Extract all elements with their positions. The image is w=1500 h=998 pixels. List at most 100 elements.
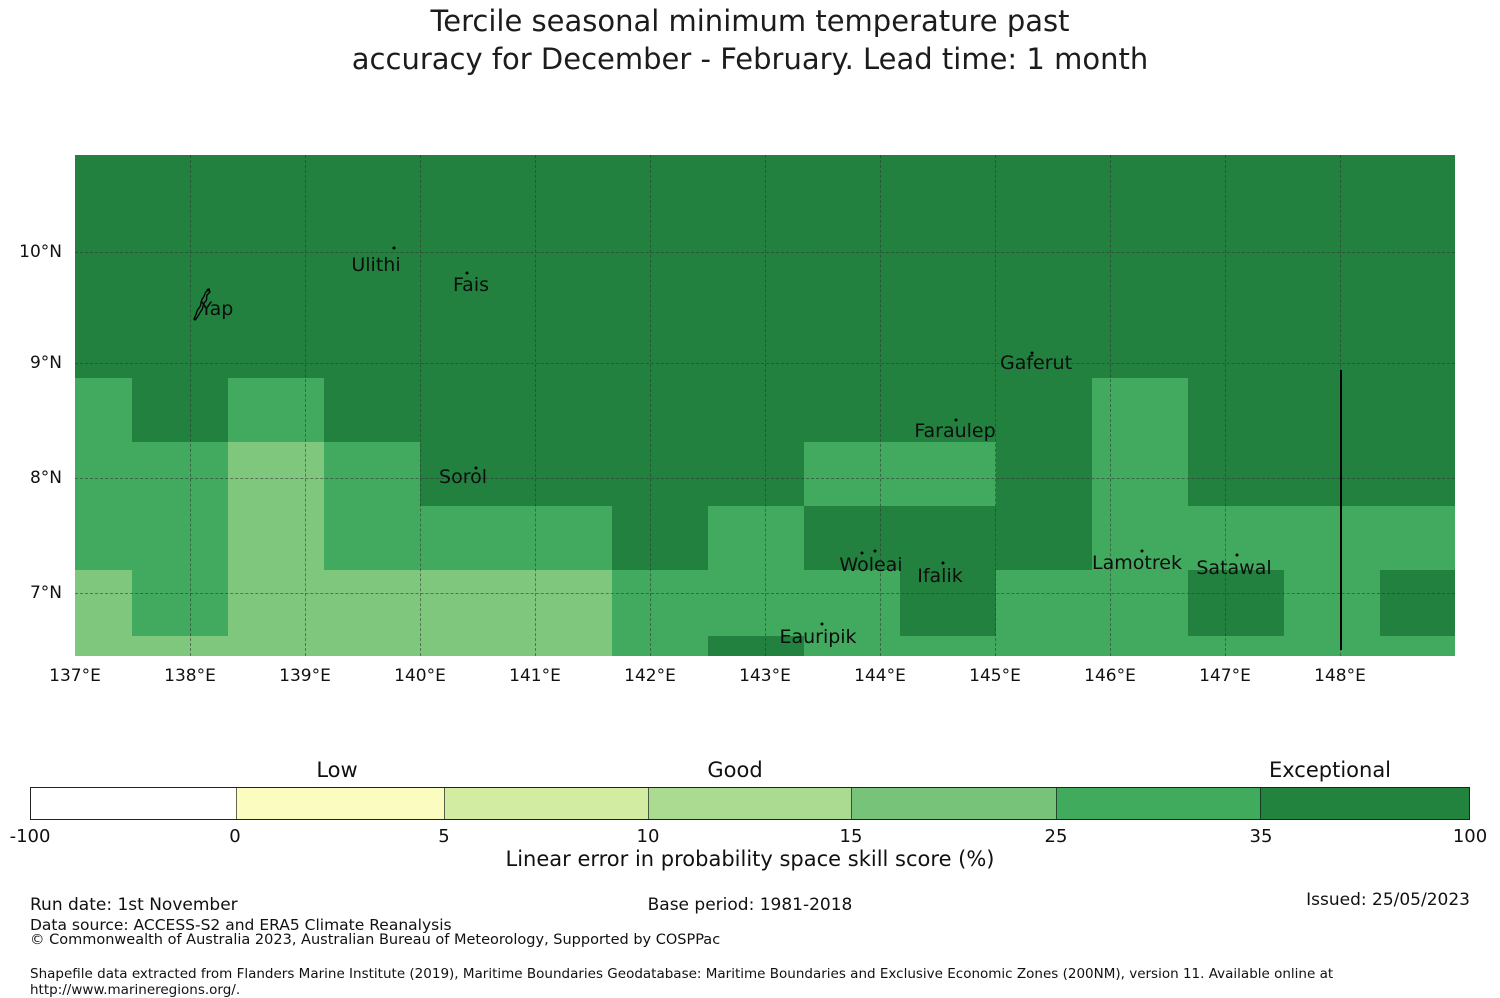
island-dot-woleai xyxy=(860,551,864,555)
map-cell xyxy=(516,378,612,442)
map-cell xyxy=(420,442,516,506)
x-tick-label: 137°E xyxy=(49,666,101,686)
colorbar-segment xyxy=(444,788,649,819)
map-cell xyxy=(420,636,516,656)
map-cell xyxy=(324,506,420,570)
island-dot-fais xyxy=(465,271,469,275)
colorbar-segment xyxy=(1055,788,1261,819)
map-cell xyxy=(324,155,420,378)
map-cell xyxy=(708,570,804,636)
island-dot-eauripik xyxy=(820,622,824,626)
x-tick-label: 141°E xyxy=(509,666,561,686)
map-cell xyxy=(420,570,516,636)
map-cell xyxy=(996,570,1092,636)
map-cell xyxy=(708,155,804,378)
map-cell xyxy=(1380,636,1455,656)
island-label-ulithi: Ulithi xyxy=(351,254,401,276)
map-cell xyxy=(1188,636,1284,656)
colorbar-tick-label: 10 xyxy=(636,826,660,847)
map-cell xyxy=(612,636,708,656)
x-axis-tick-labels: 137°E 138°E 139°E 140°E 141°E 142°E 143°E 144°E… xyxy=(0,666,1500,688)
island-dot-woleai xyxy=(873,549,877,553)
x-tick-label: 146°E xyxy=(1084,666,1136,686)
y-axis-tick-labels: 10°N 9°N 8°N 7°N xyxy=(0,0,62,990)
colorbar-segment xyxy=(235,788,445,819)
map-cell xyxy=(132,506,228,570)
island-label-fais: Fais xyxy=(452,274,490,296)
map-cell xyxy=(1188,378,1284,442)
map-cell xyxy=(708,506,804,570)
y-tick-label: 10°N xyxy=(19,242,62,262)
y-tick-label: 7°N xyxy=(29,583,62,603)
map-cell xyxy=(1188,155,1284,378)
map-cell xyxy=(516,155,612,378)
x-tick-label: 142°E xyxy=(624,666,676,686)
map-cell xyxy=(1092,506,1188,570)
chart-title: Tercile seasonal minimum temperature pas… xyxy=(0,2,1500,78)
map-cell xyxy=(804,570,900,636)
map-cell xyxy=(708,378,804,442)
colorbar-segment xyxy=(648,788,851,819)
island-label-gaferut: Gaferut xyxy=(999,352,1073,374)
map-cell xyxy=(1188,442,1284,506)
map-cell xyxy=(132,570,228,636)
y-tick-label: 9°N xyxy=(29,353,62,373)
colorbar-tick-label: 25 xyxy=(1044,826,1068,847)
map-cell xyxy=(804,442,900,506)
map-cell xyxy=(612,378,708,442)
island-dot-ifalik xyxy=(941,561,945,565)
island-label-ifalik: Ifalik xyxy=(917,565,963,587)
map-cell xyxy=(516,442,612,506)
map-cell xyxy=(1188,506,1284,570)
island-dot-gaferut xyxy=(1030,351,1034,355)
colorbar-zone-label: Low xyxy=(316,758,358,782)
map-cell xyxy=(75,155,132,378)
map-cell xyxy=(1380,442,1455,506)
map-cell xyxy=(996,378,1092,442)
issued-date-text: Issued: 25/05/2023 xyxy=(1306,890,1470,910)
x-tick-label: 144°E xyxy=(854,666,906,686)
map-cell xyxy=(75,378,132,442)
map-cell xyxy=(804,155,900,378)
colorbar-tick-label: 15 xyxy=(839,826,863,847)
map-cell xyxy=(1188,570,1284,636)
island-dot-ulithi xyxy=(392,246,396,250)
map-cell xyxy=(612,570,708,636)
yap-island-outline xyxy=(193,287,211,321)
map-cell xyxy=(708,636,804,656)
colorbar-zone-label: Exceptional xyxy=(1268,758,1392,782)
map-cell xyxy=(900,155,996,378)
island-label-sorol: Sorol xyxy=(439,466,487,488)
map-cell xyxy=(1380,506,1455,570)
map-cell xyxy=(132,378,228,442)
map-cell xyxy=(612,506,708,570)
map-cell xyxy=(516,636,612,656)
colorbar-segment xyxy=(31,788,236,819)
map-cell xyxy=(228,636,324,656)
data-source-text: Data source: ACCESS-S2 and ERA5 Climate … xyxy=(30,916,452,934)
x-tick-label: 138°E xyxy=(164,666,216,686)
map-cell xyxy=(324,570,420,636)
map-cell xyxy=(75,636,132,656)
map-cell xyxy=(1284,442,1380,506)
map-cell xyxy=(900,378,996,442)
map-cell xyxy=(804,378,900,442)
colorbar-segment xyxy=(1260,788,1469,819)
colorbar-segment xyxy=(850,788,1056,819)
map-cell xyxy=(420,155,516,378)
map-cell xyxy=(75,442,132,506)
map-cell xyxy=(708,442,804,506)
map-cell xyxy=(132,442,228,506)
map-cell xyxy=(612,442,708,506)
map-cell xyxy=(324,636,420,656)
map-cell xyxy=(1284,378,1380,442)
island-label-eauripik: Eauripik xyxy=(779,626,857,648)
map-cell xyxy=(1380,570,1455,636)
island-label-woleai: Woleai xyxy=(839,554,903,576)
map-cell xyxy=(996,636,1092,656)
island-label-satawal: Satawal xyxy=(1196,557,1272,579)
island-dot-sorol xyxy=(474,466,478,470)
colorbar xyxy=(30,787,1470,820)
map-cell xyxy=(132,636,228,656)
map-cell xyxy=(612,155,708,378)
